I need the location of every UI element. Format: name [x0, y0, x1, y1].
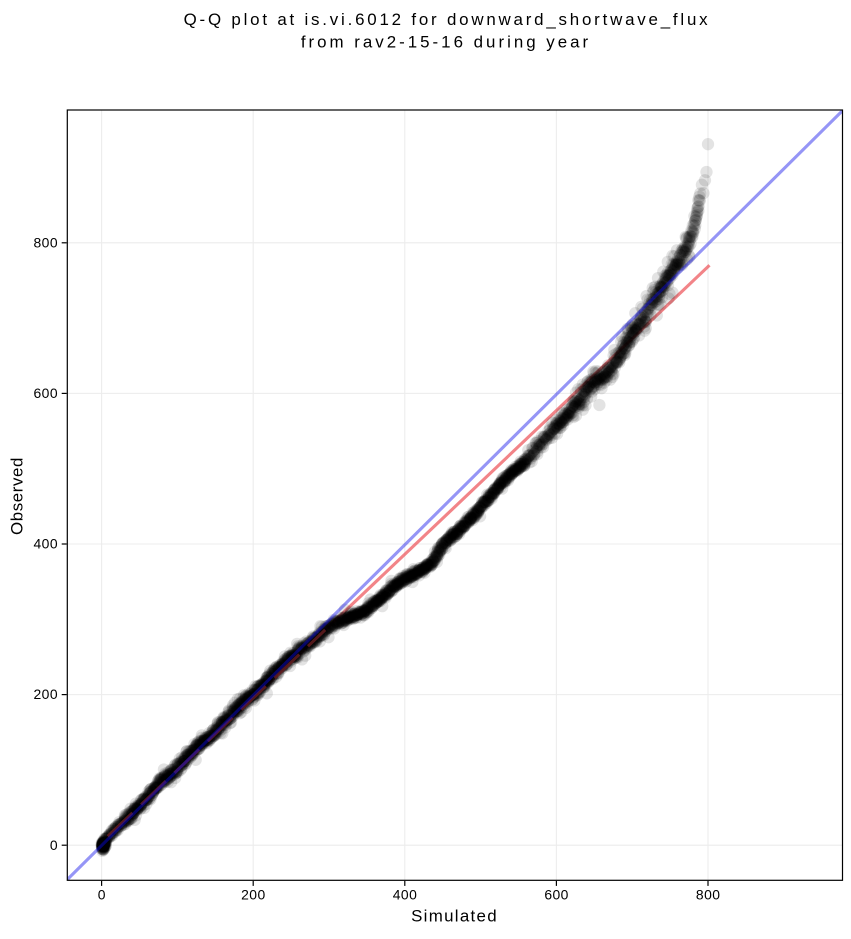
- svg-text:Q-Q plot at is.vi.6012 for dow: Q-Q plot at is.vi.6012 for downward_shor…: [184, 10, 711, 29]
- svg-text:400: 400: [33, 536, 58, 552]
- svg-text:400: 400: [393, 887, 418, 903]
- svg-text:600: 600: [33, 385, 58, 401]
- svg-text:Observed: Observed: [7, 457, 26, 535]
- svg-text:800: 800: [696, 887, 721, 903]
- svg-text:600: 600: [544, 887, 569, 903]
- svg-text:800: 800: [33, 234, 58, 250]
- svg-text:0: 0: [98, 887, 106, 903]
- svg-text:200: 200: [241, 887, 266, 903]
- svg-text:0: 0: [50, 837, 58, 853]
- svg-text:from rav2-15-16 during year: from rav2-15-16 during year: [301, 33, 591, 52]
- svg-text:Simulated: Simulated: [411, 906, 498, 925]
- svg-text:200: 200: [33, 686, 58, 702]
